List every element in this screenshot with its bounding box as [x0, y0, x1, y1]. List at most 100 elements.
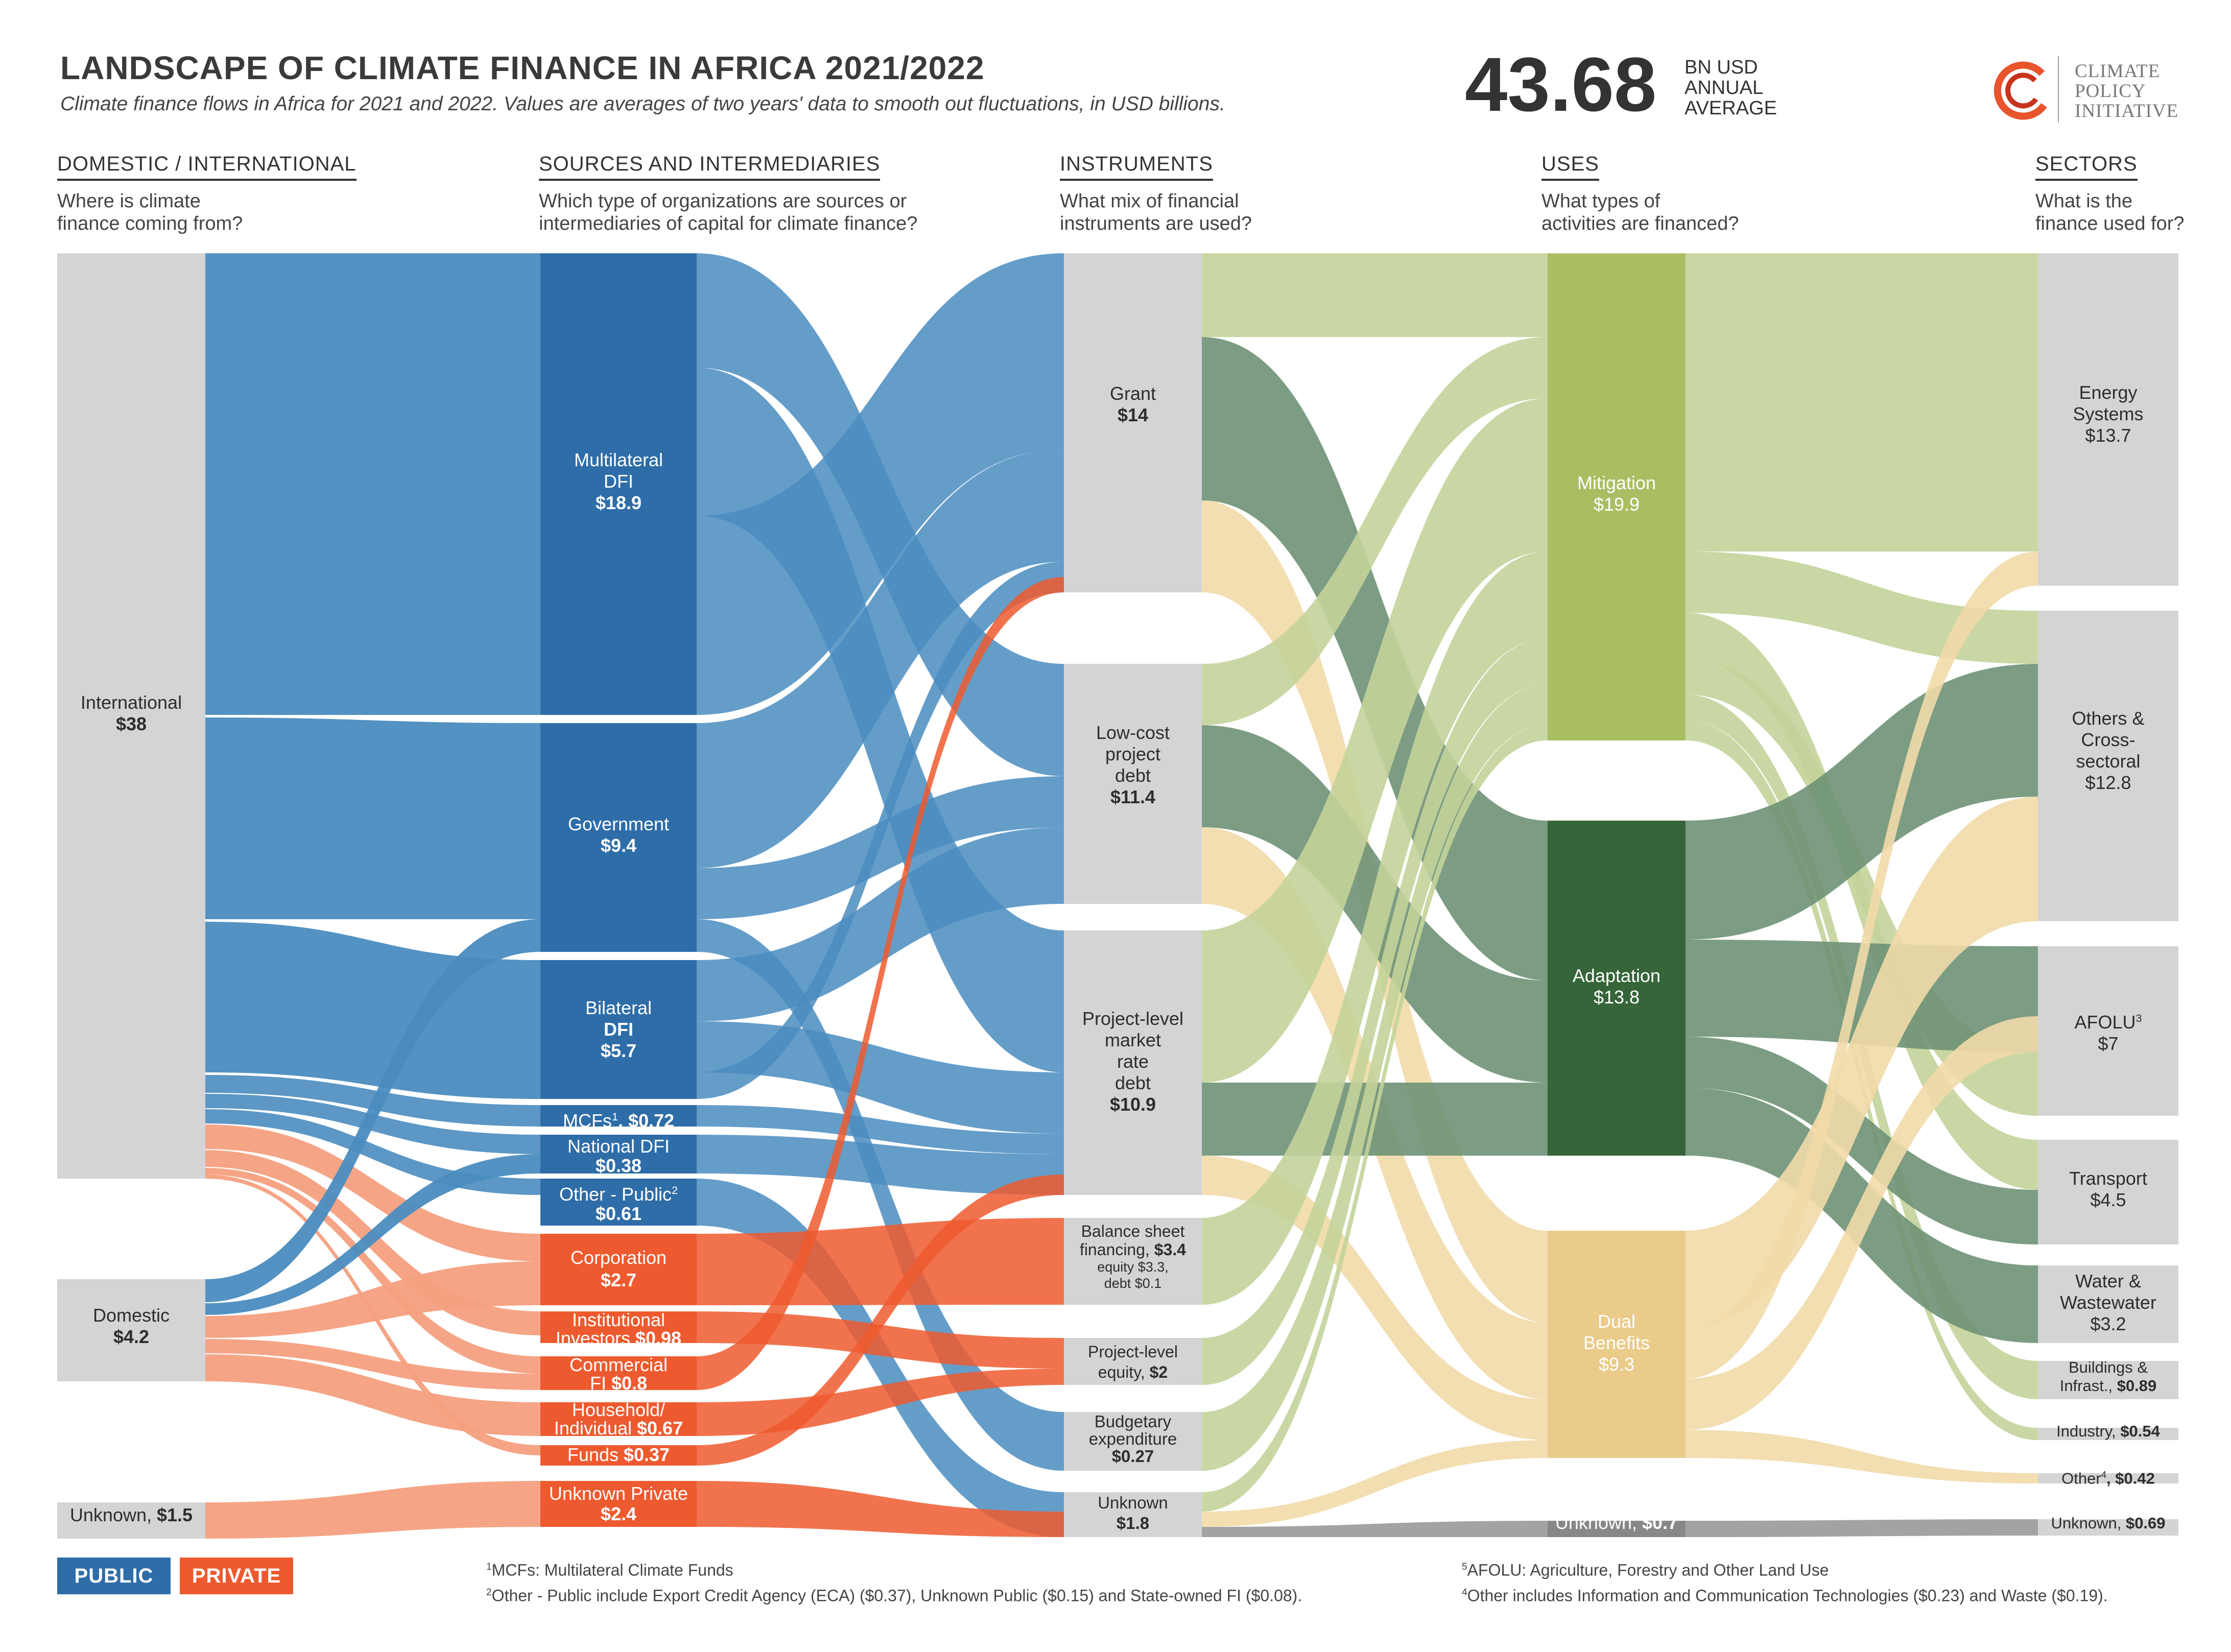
footnote-2: 2Other - Public include Export Credit Ag…: [486, 1579, 1302, 1609]
node-label-domestic: Domestic $4.2: [57, 1305, 205, 1348]
label-value: $0.61: [595, 1203, 642, 1224]
link-unknown-unknownuse: [1202, 1521, 1548, 1537]
column-question: intermediaries of capital for climate fi…: [539, 213, 918, 234]
column-heading-text: INSTRUMENTS: [1060, 153, 1213, 181]
column-question: What is the: [2035, 190, 2133, 212]
label-name: Grant: [1109, 383, 1156, 404]
legend-public: PUBLIC: [57, 1558, 171, 1594]
node-label-unknown-private: Unknown Private $2.4: [540, 1483, 697, 1524]
logo-line-2: POLICY: [2075, 81, 2146, 102]
node-ada: [1548, 821, 1686, 1156]
label-name: rate: [1117, 1051, 1149, 1072]
label-name: DFI: [604, 1019, 633, 1040]
label-value: $0.54: [2120, 1422, 2160, 1440]
node-intl: [57, 253, 205, 1179]
total-unit: BN USD ANNUAL AVERAGE: [1684, 57, 1787, 118]
label-value: $3.4: [1154, 1240, 1186, 1259]
node-bal: [1064, 1218, 1202, 1305]
link-domestic-corporation: [205, 1261, 540, 1338]
node-label-bilateral-dfi: Bilateral DFI $5.7: [540, 997, 697, 1062]
label-name: Adaptation: [1572, 965, 1661, 986]
label-name: DFI: [604, 471, 633, 492]
label-name: Other: [2061, 1469, 2101, 1488]
label-name: Commercial: [569, 1354, 668, 1375]
link-domestic-government: [205, 919, 540, 1302]
logo-line-1: CLIMATE: [2075, 61, 2161, 82]
label-name: Industry,: [2056, 1422, 2116, 1440]
link-institutional-equity: [697, 1311, 1064, 1369]
label-value: $2: [1149, 1363, 1168, 1381]
node-wa: [2038, 1265, 2178, 1343]
label-value: $0.37: [623, 1444, 670, 1465]
node-label-project-equity: Project-level equity, $2: [1064, 1342, 1202, 1382]
node-label-balance-sheet: Balance sheet financing, $3.4 equity $3.…: [1064, 1222, 1202, 1291]
label-value: $12.8: [2085, 772, 2131, 793]
label-name: Mitigation: [1577, 472, 1656, 493]
label-name: Unknown,: [1555, 1512, 1637, 1533]
cpi-logo-text: CLIMATE POLICY INITIATIVE: [2075, 61, 2178, 121]
node-comm: [540, 1356, 697, 1390]
label-value: $10.9: [1109, 1094, 1156, 1115]
label-name: FI: [589, 1373, 606, 1394]
label-name: equity,: [1098, 1363, 1145, 1381]
link-government-lowcost: [697, 776, 1064, 919]
link-mcfs-market: [697, 1105, 1064, 1154]
label-name: financing,: [1079, 1240, 1150, 1259]
link-dual-afolu: [1686, 1016, 2038, 1430]
column-heading-sectors: SECTORS What is the finance used for?: [2035, 153, 2185, 235]
label-name: Energy: [2079, 382, 2138, 403]
footnote-text: Other includes Information and Communica…: [1467, 1586, 2108, 1605]
link-budgetary-mitigation: [1202, 684, 1548, 1471]
node-label-international: International $38: [57, 692, 205, 735]
label-detail: equity $3.3,: [1097, 1259, 1169, 1275]
node-label-other-sector: Other4, $0.42: [2038, 1464, 2178, 1489]
node-label-corporation: Corporation $2.7: [540, 1247, 697, 1291]
footnote-marker: 4: [1462, 1587, 1467, 1598]
node-unk: [57, 1502, 205, 1539]
label-name: Wastewater: [2060, 1292, 2156, 1313]
label-name: Infrast.,: [2059, 1377, 2113, 1395]
link-domestic-household: [205, 1354, 540, 1436]
link-unknown-unknownprivate: [205, 1481, 540, 1539]
footnote-1: 1MCFs: Multilateral Climate Funds: [486, 1554, 733, 1584]
label-value: , $0.42: [2106, 1469, 2155, 1488]
link-government-budgetary: [697, 919, 1064, 1471]
link-international-corporation: [205, 1124, 540, 1261]
node-dual: [1548, 1231, 1686, 1458]
link-dual-energy: [1686, 552, 2038, 1379]
node-us: [2038, 1519, 2178, 1536]
node-dom: [57, 1279, 205, 1381]
node-label-mitigation: Mitigation $19.9: [1548, 472, 1686, 515]
link-bilateral-market: [697, 1021, 1064, 1134]
node-unki: [1064, 1492, 1202, 1537]
node-mcf: [540, 1105, 697, 1127]
label-detail: debt $0.1: [1104, 1276, 1162, 1291]
label-name: Cross-: [2081, 729, 2135, 750]
column-heading-instruments: INSTRUMENTS What mix of financial instru…: [1060, 153, 1252, 235]
label-name: Dual: [1597, 1311, 1636, 1332]
node-mdfi: [540, 253, 697, 715]
label-value: $3.2: [2090, 1313, 2126, 1334]
node-grant: [1064, 253, 1202, 592]
label-name: Individual: [554, 1418, 632, 1439]
label-name: Transport: [2069, 1168, 2147, 1189]
label-name: Low-cost: [1096, 722, 1170, 743]
link-equity-mitigation: [1202, 638, 1548, 1385]
label-value: $0.7: [1642, 1512, 1678, 1533]
footnote-marker: 1: [611, 1110, 618, 1123]
node-inst: [540, 1311, 697, 1343]
node-mit: [1548, 253, 1686, 740]
node-label-unknown-use: Unknown, $0.7: [1537, 1512, 1696, 1534]
label-value: $0.98: [635, 1328, 682, 1349]
label-name: Benefits: [1583, 1332, 1650, 1353]
page-title: LANDSCAPE OF CLIMATE FINANCE IN AFRICA 2…: [60, 50, 985, 86]
node-eq: [1064, 1338, 1202, 1385]
footnote-4: 4Other includes Information and Communic…: [1462, 1579, 2108, 1609]
node-unku: [1548, 1521, 1686, 1537]
footnote-text: MCFs: Multilateral Climate Funds: [491, 1561, 733, 1579]
column-heading-origin: DOMESTIC / INTERNATIONAL Where is climat…: [57, 153, 357, 235]
label-name: Funds: [567, 1444, 619, 1465]
link-unknownuse-unknown: [1686, 1519, 2038, 1537]
label-name: National DFI: [567, 1136, 670, 1157]
